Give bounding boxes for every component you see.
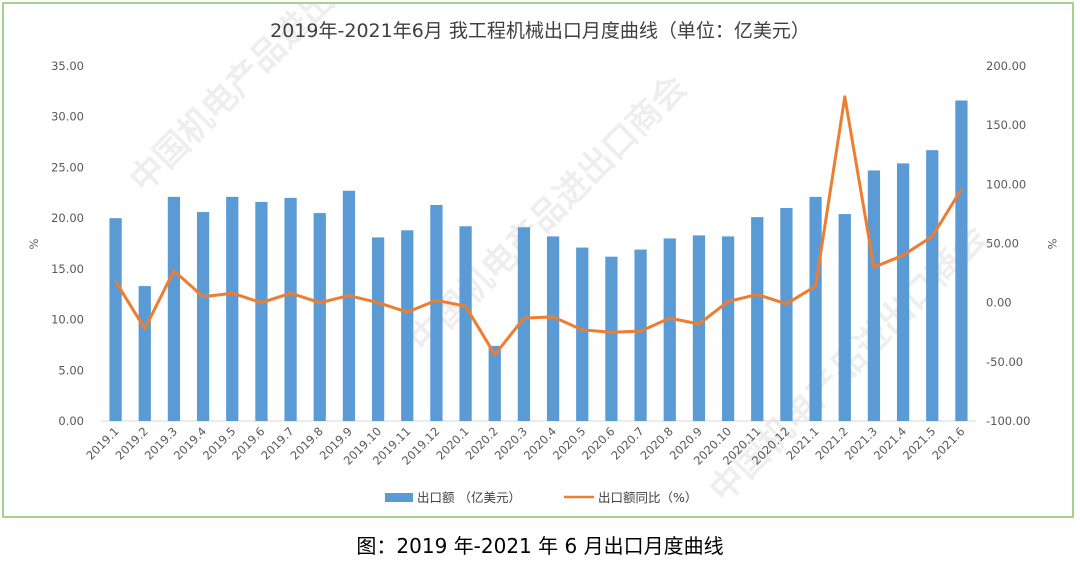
- bar: [517, 227, 531, 421]
- y-left-tick-label: 15.00: [51, 262, 84, 276]
- bar: [780, 208, 793, 421]
- legend-line-label: 出口额同比（%）: [598, 490, 697, 505]
- y-right-tick-label: 200.00: [986, 59, 1026, 73]
- y-right-tick-label: 50.00: [986, 237, 1019, 251]
- y-left-tick-label: 10.00: [51, 313, 84, 327]
- bar: [809, 196, 822, 421]
- x-tick-label: 2021.6: [929, 424, 967, 462]
- bar: [226, 196, 239, 421]
- bar: [313, 213, 326, 421]
- bar: [955, 100, 968, 421]
- bar: [196, 212, 210, 421]
- bar: [634, 249, 647, 421]
- y-left-tick-label: 5.00: [58, 363, 84, 377]
- y-left-tick-label: 35.00: [51, 59, 84, 73]
- bar: [605, 256, 618, 421]
- y-right-tick-label: -50.00: [986, 355, 1023, 369]
- bar: [167, 196, 181, 421]
- bar: [284, 197, 297, 421]
- bar: [576, 247, 589, 421]
- chart-svg: 中国机电产品进出口商会 中国机电产品进出口商会 中国机电产品进出口商会 0.00…: [27, 4, 1059, 510]
- bar: [838, 214, 851, 421]
- y-left-tick-label: 20.00: [51, 211, 84, 225]
- yoy-line: [114, 95, 963, 357]
- bar: [109, 218, 122, 421]
- bar: [663, 238, 676, 421]
- y-right-tick-label: 100.00: [986, 177, 1026, 191]
- bar: [867, 170, 881, 421]
- bar: [430, 204, 443, 421]
- y-left-tick-label: 30.00: [51, 110, 84, 124]
- y-axis-right-label: %: [1045, 239, 1059, 250]
- bar: [721, 236, 735, 421]
- bar: [138, 286, 151, 421]
- y-right-tick-label: 0.00: [986, 296, 1012, 310]
- bar: [692, 235, 706, 421]
- bar: [751, 217, 764, 421]
- bar: [896, 163, 910, 421]
- bar: [546, 236, 560, 421]
- chart-title: 2019年-2021年6月 我工程机械出口月度曲线（单位：亿美元）: [270, 20, 810, 42]
- y-left-tick-label: 0.00: [58, 414, 84, 428]
- bar: [926, 150, 939, 421]
- bar: [459, 226, 472, 421]
- y-left-tick-label: 25.00: [51, 160, 84, 174]
- figure-caption: 图：2019 年-2021 年 6 月出口月度曲线: [356, 534, 724, 558]
- chart-frame: 中国机电产品进出口商会 中国机电产品进出口商会 中国机电产品进出口商会 0.00…: [2, 2, 1074, 518]
- legend: 出口额 （亿美元） 出口额同比（%）: [385, 490, 697, 505]
- bar: [488, 345, 501, 421]
- y-axis-left-label: %: [27, 238, 41, 249]
- bar: [371, 237, 385, 421]
- legend-bar-label: 出口额 （亿美元）: [417, 490, 521, 505]
- y-right-tick-label: -100.00: [986, 414, 1030, 428]
- bar: [342, 190, 356, 421]
- legend-bar-swatch: [385, 493, 413, 502]
- bar: [401, 230, 414, 421]
- bar: [255, 201, 268, 421]
- y-right-tick-label: 150.00: [986, 118, 1026, 132]
